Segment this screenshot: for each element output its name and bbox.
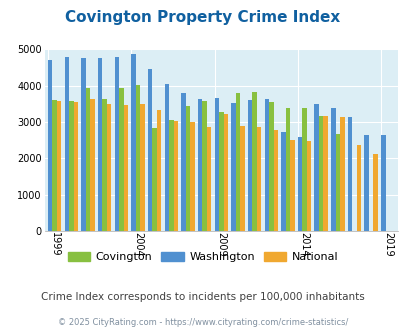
Bar [281,132,285,231]
Bar [256,127,261,231]
Bar [173,121,178,231]
Bar [218,112,223,231]
Bar [318,116,323,231]
Bar [373,154,377,231]
Bar [302,108,306,231]
Bar [140,104,144,231]
Text: Crime Index corresponds to incidents per 100,000 inhabitants: Crime Index corresponds to incidents per… [41,292,364,302]
Bar [364,135,368,231]
Bar [73,102,78,231]
Bar [269,103,273,231]
Bar [380,135,385,231]
Bar [230,103,235,231]
Bar [114,57,119,231]
Bar [197,98,202,231]
Bar [98,58,102,231]
Bar [164,84,168,231]
Text: Covington Property Crime Index: Covington Property Crime Index [65,10,340,25]
Bar [290,140,294,231]
Bar [102,98,107,231]
Bar [107,104,111,231]
Bar [168,120,173,231]
Bar [240,126,244,231]
Bar [273,130,277,231]
Bar [64,57,69,231]
Bar [190,122,194,231]
Bar [202,101,207,231]
Bar [356,145,360,231]
Bar [147,69,152,231]
Bar [347,117,352,231]
Bar [57,101,61,231]
Bar [247,100,252,231]
Bar [69,101,73,231]
Bar [314,104,318,231]
Bar [131,54,135,231]
Bar [207,127,211,231]
Bar [85,88,90,231]
Bar [235,93,240,231]
Bar [330,108,335,231]
Bar [214,98,218,231]
Bar [335,134,339,231]
Bar [81,58,85,231]
Bar [264,98,269,231]
Bar [285,108,290,231]
Bar [152,128,156,231]
Bar [252,92,256,231]
Bar [52,100,57,231]
Bar [181,93,185,231]
Legend: Covington, Washington, National: Covington, Washington, National [63,248,342,267]
Bar [90,99,94,231]
Bar [185,106,190,231]
Text: © 2025 CityRating.com - https://www.cityrating.com/crime-statistics/: © 2025 CityRating.com - https://www.city… [58,318,347,327]
Bar [48,60,52,231]
Bar [297,137,302,231]
Bar [156,111,161,231]
Bar [339,117,344,231]
Bar [119,87,123,231]
Bar [223,114,228,231]
Bar [306,141,311,231]
Bar [135,85,140,231]
Bar [323,116,327,231]
Bar [123,105,128,231]
